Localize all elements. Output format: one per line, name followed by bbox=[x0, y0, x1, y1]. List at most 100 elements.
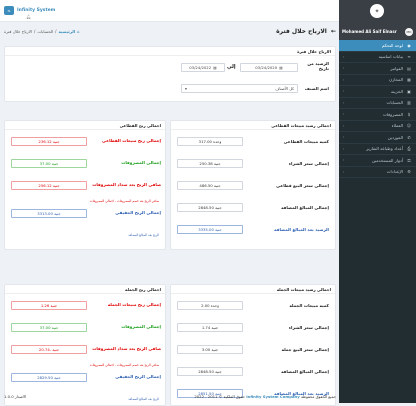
chevron-left-icon: ‹ bbox=[343, 54, 345, 59]
chevron-left-icon: ‹ bbox=[343, 123, 345, 128]
to-date-label: إلي bbox=[227, 64, 236, 70]
stat-value-field: 2848.50 جنية bbox=[177, 367, 243, 376]
user-name: Mohamed Ali Saif Elnasr bbox=[342, 29, 397, 34]
stat-value-field: 2.00 وحدة bbox=[177, 301, 243, 310]
sidebar-item[interactable]: ‹ الإعدادات ⚙ bbox=[339, 167, 416, 178]
total-value-field: 2851.50 جنية bbox=[177, 389, 243, 398]
sidebar-item-label: العملاء bbox=[391, 123, 403, 129]
sidebar-item-label: أدوار المستخدمين bbox=[371, 157, 403, 163]
stat-label: إجمالي المبالغ المضافة bbox=[281, 369, 329, 374]
calendar-icon[interactable]: ▦ bbox=[213, 65, 217, 70]
profit-label: إجمالي المصروفات bbox=[121, 324, 161, 329]
back-arrow-icon[interactable]: ← bbox=[330, 28, 336, 35]
filter-card-title: الارباح خلال فترة bbox=[5, 47, 335, 56]
sidebar-item[interactable]: ‹ الحسابات ▥ bbox=[339, 98, 416, 109]
to-date-input[interactable]: 03/24/2022 ▦ bbox=[181, 63, 225, 72]
brand[interactable]: IS Infinity System bbox=[4, 6, 55, 15]
stat-value-field: 317.00 وحدة bbox=[177, 137, 243, 146]
home-icon[interactable]: ⌂ bbox=[77, 29, 80, 34]
suppliers-icon: ✆ bbox=[407, 134, 411, 140]
accounts-icon: ▥ bbox=[407, 100, 411, 106]
database-icon: ≡ bbox=[407, 54, 411, 60]
stat-value-field: 3.00 جنية bbox=[177, 345, 243, 354]
net-profit-note: صافي الربح بعد خصم المصروفات - اجمالي ال… bbox=[89, 199, 159, 203]
main-content: الارباح خلال فترة / الحسابات / الرئيسية … bbox=[0, 22, 340, 406]
profit-value-field: 3313.00 جنية bbox=[11, 209, 87, 218]
wholesale-sales-card: اجمالي رصيد مبيعات الجملة كمية مبيعات ال… bbox=[170, 284, 336, 406]
company-logo-icon: ✦ bbox=[370, 4, 384, 18]
sidebar-item[interactable]: ‹ الموردين ✆ bbox=[339, 132, 416, 144]
sidebar-item[interactable]: ‹ الفواتير ▤ bbox=[339, 63, 416, 75]
sidebar-item[interactable]: ‹ الخزينة ▣ bbox=[339, 86, 416, 98]
wholesale-profit-card: اجمالي ربح الجملة إجمالي ربح مبيعات الجم… bbox=[4, 284, 166, 406]
profit-label: صافي الربح بعد سداد المصروفات bbox=[92, 346, 161, 351]
stat-value-field: 2848.50 جنية bbox=[177, 203, 243, 212]
user-panel[interactable]: Mohamed Ali Saif Elnasr MO bbox=[342, 27, 413, 36]
stat-label: إجمالي سعر الشراء bbox=[288, 161, 329, 166]
filter-card: الارباح خلال فترة الرصيد من تاريخ 03/24/… bbox=[4, 46, 336, 102]
invoice-icon: ▤ bbox=[407, 65, 411, 71]
sidebar-item[interactable]: ‹ أعداد وطباعة التقارير ⎙ bbox=[339, 144, 416, 155]
profit-value-field: 37.00 جنية bbox=[11, 159, 87, 168]
profit-label: إجمالي المصروفات bbox=[121, 160, 161, 165]
sidebar-item-label: الفواتير bbox=[390, 65, 403, 71]
calendar-icon[interactable]: ▦ bbox=[279, 65, 283, 70]
profit-value-field: 236.12 جنية bbox=[11, 137, 87, 146]
brand-name: Infinity System bbox=[17, 8, 56, 13]
sidebar-item[interactable]: لوحة التحكم ◉ bbox=[339, 40, 416, 52]
chevron-left-icon: ‹ bbox=[343, 89, 345, 94]
stat-label: كمية مبيعات الجملة bbox=[289, 303, 329, 308]
sidebar-item[interactable]: ‹ المخازن ▦ bbox=[339, 75, 416, 86]
expenses-icon: $ bbox=[407, 111, 411, 117]
profit-label: صافي الربح بعد سداد المصروفات bbox=[92, 182, 161, 187]
stat-label: إجمالي سعر الشراء bbox=[288, 325, 329, 330]
breadcrumb-home[interactable]: الرئيسية bbox=[58, 29, 76, 34]
sidebar-header: ✦ Mohamed Ali Saif Elnasr MO bbox=[339, 0, 416, 40]
user-avatar[interactable]: MO bbox=[405, 27, 413, 36]
item-select[interactable]: ▾ كل الأصناف bbox=[181, 84, 298, 93]
breadcrumb: الارباح خلال فترة / الحسابات / الرئيسية … bbox=[4, 29, 80, 34]
rights-text: جميع الحقوق محفوظة bbox=[300, 393, 336, 399]
profit-label: إجمالي ربح مبيعات الجملة bbox=[107, 302, 161, 307]
sidebar-item[interactable]: ‹ أدوار المستخدمين ⚿ bbox=[339, 155, 416, 167]
breadcrumb-current: الارباح خلال فترة bbox=[4, 29, 32, 34]
sidebar-item[interactable]: ‹ بيانات اساسية ≡ bbox=[339, 52, 416, 63]
top-navbar: IS Infinity System 🔔︎ bbox=[0, 0, 340, 22]
chevron-left-icon: ‹ bbox=[343, 158, 345, 163]
dashboard-icon: ◉ bbox=[407, 42, 411, 48]
notification-bell-icon[interactable]: 🔔︎ bbox=[26, 14, 32, 19]
stat-label: إجمالي المبالغ المضافة bbox=[281, 205, 329, 210]
stat-value-field: 1.74 جنية bbox=[177, 323, 243, 332]
retail-profit-title: اجمالي ربح القطاعي bbox=[5, 121, 165, 130]
retail-sales-card: اجمالي رصيد مبيعات القطاعي كمية مبيعات ا… bbox=[170, 120, 336, 250]
from-date-input[interactable]: 03/24/2020 ▦ bbox=[240, 63, 298, 72]
brand-logo-icon: IS bbox=[4, 6, 14, 15]
profit-label: إجمالي الربح الحقيقي bbox=[115, 210, 161, 215]
sidebar-item[interactable]: ‹ المصروفات $ bbox=[339, 109, 416, 121]
profit-value-field: 37.00 جنية bbox=[11, 323, 87, 332]
from-date-value: 03/24/2020 bbox=[255, 65, 278, 70]
sidebar-item-label: المصروفات bbox=[382, 111, 403, 117]
item-select-value: كل الأصناف bbox=[275, 86, 294, 91]
from-date-label: الرصيد من تاريخ bbox=[307, 61, 329, 71]
sidebar-item-label: بيانات اساسية bbox=[378, 54, 403, 60]
stat-label: إجمالي سعر البيع جملة bbox=[281, 347, 329, 352]
net-profit-note: صافي الربح بعد خصم المصروفات - اجمالي ال… bbox=[89, 363, 159, 367]
breadcrumb-section[interactable]: الحسابات bbox=[37, 29, 54, 34]
breadcrumb-separator: / bbox=[33, 29, 36, 34]
company-link[interactable]: Infinity System Company bbox=[246, 393, 300, 399]
version-text: الاصدار 1.0.0 bbox=[4, 393, 27, 399]
total-label: الرصيد بعد المبالغ المضافة bbox=[274, 227, 329, 232]
copyright-text: حقوق الملكية © 2011 - 2022 Infinity Syst… bbox=[194, 394, 336, 399]
chevron-left-icon: ‹ bbox=[343, 77, 345, 82]
sidebar-menu: لوحة التحكم ◉ ‹ بيانات اساسية ≡ ‹ الفواتير ▤ ‹ ال… bbox=[339, 40, 416, 178]
chevron-left-icon: ‹ bbox=[343, 66, 345, 71]
chevron-down-icon: ▾ bbox=[185, 86, 187, 91]
total-value-field: 3335.00 جنية bbox=[177, 225, 243, 234]
sidebar-item[interactable]: ‹ العملاء ☺ bbox=[339, 121, 416, 132]
sidebar-item-label: أعداد وطباعة التقارير bbox=[366, 146, 403, 152]
profit-value-field: 256.12 جنية bbox=[11, 181, 87, 190]
sidebar-item-label: لوحة التحكم bbox=[381, 42, 403, 48]
warehouse-icon: ▦ bbox=[407, 77, 411, 83]
footer: الاصدار 1.0.0 حقوق الملكية © 2011 - 2022… bbox=[0, 389, 340, 403]
